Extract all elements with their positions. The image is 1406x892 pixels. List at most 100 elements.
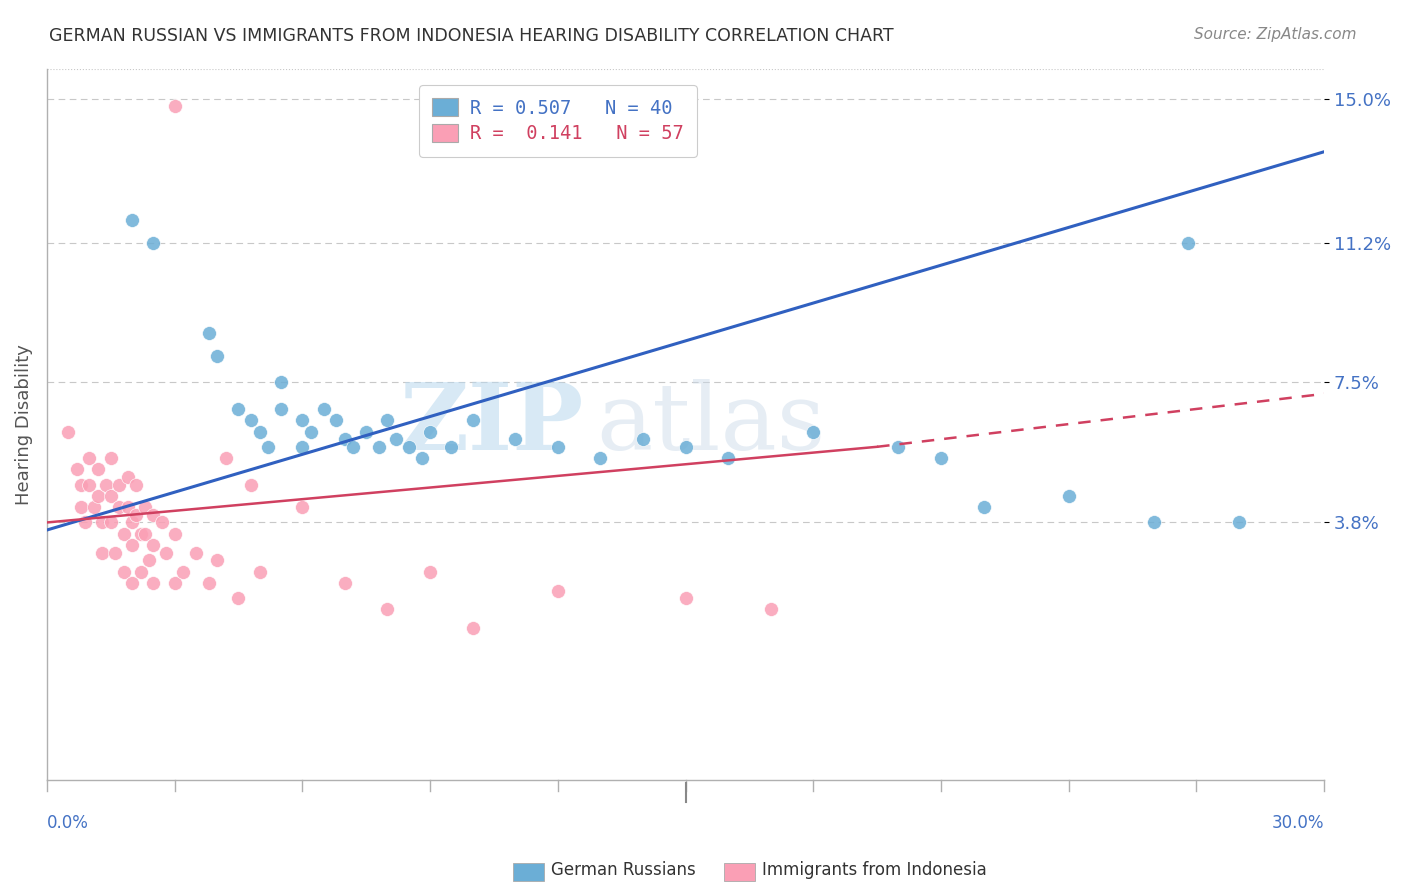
Point: [83, 500, 105, 515]
Point: [325, 413, 347, 427]
Point: [75, 516, 97, 530]
Point: [70, 477, 93, 491]
Point: [385, 432, 408, 446]
Point: [163, 576, 186, 591]
Point: [79, 477, 101, 491]
Point: [112, 526, 135, 541]
Point: [249, 425, 271, 439]
Point: [104, 546, 127, 560]
Point: [100, 451, 122, 466]
Point: [100, 516, 122, 530]
Point: [197, 576, 219, 591]
Point: [333, 576, 356, 591]
Point: [66, 462, 89, 476]
Point: [197, 326, 219, 341]
Point: [547, 440, 569, 454]
Point: [79, 451, 101, 466]
Point: [240, 413, 263, 427]
Point: [91, 516, 114, 530]
Point: [461, 621, 484, 635]
Point: [419, 425, 441, 439]
Point: [184, 546, 207, 560]
Point: [129, 565, 152, 579]
Text: 30.0%: 30.0%: [1271, 814, 1324, 832]
Point: [87, 489, 110, 503]
Point: [215, 451, 238, 466]
Y-axis label: Hearing Disability: Hearing Disability: [15, 343, 32, 505]
Point: [887, 440, 910, 454]
Point: [354, 425, 377, 439]
Point: [125, 508, 148, 522]
Point: [205, 553, 228, 567]
Point: [801, 425, 824, 439]
Point: [291, 413, 314, 427]
Point: [87, 462, 110, 476]
Point: [138, 553, 160, 567]
Point: [291, 440, 314, 454]
Point: [172, 565, 194, 579]
Point: [973, 500, 995, 515]
Point: [121, 212, 143, 227]
Point: [121, 516, 143, 530]
Text: GERMAN RUSSIAN VS IMMIGRANTS FROM INDONESIA HEARING DISABILITY CORRELATION CHART: GERMAN RUSSIAN VS IMMIGRANTS FROM INDONE…: [49, 27, 894, 45]
Point: [299, 425, 322, 439]
Point: [547, 583, 569, 598]
Point: [759, 602, 782, 616]
Point: [112, 565, 135, 579]
Point: [228, 401, 250, 416]
Point: [342, 440, 364, 454]
Point: [1143, 516, 1166, 530]
Point: [929, 451, 952, 466]
Point: [270, 401, 292, 416]
Point: [411, 451, 433, 466]
Point: [121, 576, 143, 591]
Point: [377, 413, 399, 427]
Point: [249, 565, 271, 579]
Point: [117, 500, 139, 515]
Point: [205, 349, 228, 363]
Point: [56, 425, 79, 439]
Point: [312, 401, 335, 416]
Point: [134, 500, 156, 515]
Point: [117, 470, 139, 484]
Point: [142, 508, 165, 522]
Point: [150, 516, 173, 530]
Text: 0.0%: 0.0%: [46, 814, 89, 832]
Point: [717, 451, 740, 466]
Point: [70, 500, 93, 515]
Point: [377, 602, 399, 616]
Point: [675, 591, 697, 606]
Point: [240, 477, 263, 491]
Text: atlas: atlas: [596, 379, 825, 469]
Point: [121, 538, 143, 552]
Point: [631, 432, 654, 446]
Point: [142, 538, 165, 552]
Text: ZIP: ZIP: [399, 379, 583, 469]
Point: [1057, 489, 1080, 503]
Point: [163, 99, 186, 113]
Point: [270, 376, 292, 390]
Point: [91, 546, 114, 560]
Point: [440, 440, 463, 454]
Point: [461, 413, 484, 427]
Text: German Russians: German Russians: [551, 861, 696, 879]
Point: [108, 477, 131, 491]
Point: [155, 546, 177, 560]
Point: [108, 500, 131, 515]
Point: [291, 500, 314, 515]
Point: [1227, 516, 1250, 530]
Point: [368, 440, 391, 454]
Point: [96, 477, 118, 491]
Point: [134, 526, 156, 541]
Point: [675, 440, 697, 454]
Text: Source: ZipAtlas.com: Source: ZipAtlas.com: [1194, 27, 1357, 42]
Point: [100, 489, 122, 503]
Point: [228, 591, 250, 606]
Point: [125, 477, 148, 491]
Legend: R = 0.507   N = 40, R =  0.141   N = 57: R = 0.507 N = 40, R = 0.141 N = 57: [419, 85, 696, 157]
Point: [142, 235, 165, 250]
Point: [257, 440, 280, 454]
Point: [503, 432, 526, 446]
Point: [589, 451, 612, 466]
Text: Immigrants from Indonesia: Immigrants from Indonesia: [762, 861, 987, 879]
